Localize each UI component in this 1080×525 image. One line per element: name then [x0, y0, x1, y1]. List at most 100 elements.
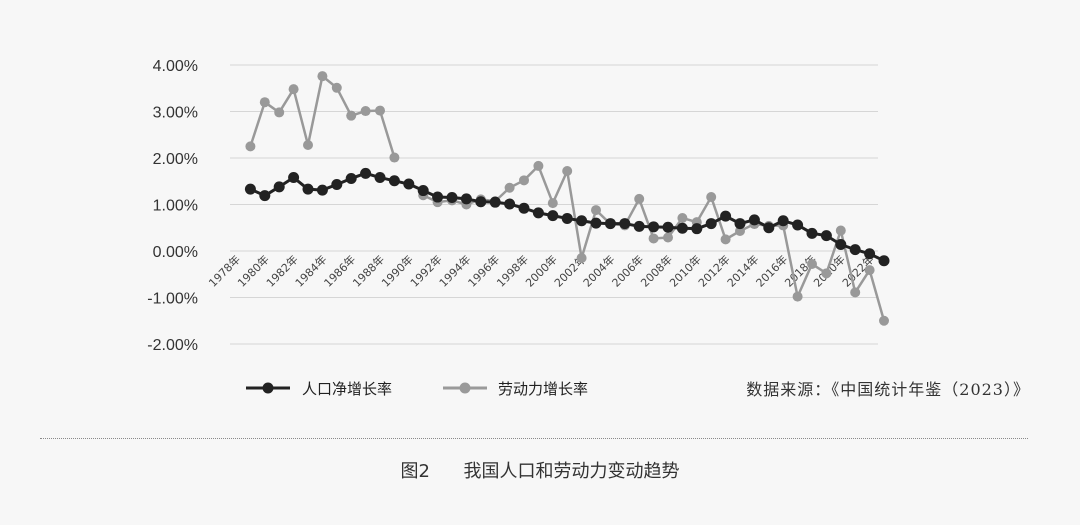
y-tick-label: 3.00%	[153, 105, 198, 122]
series-line	[249, 74, 396, 158]
data-point	[504, 198, 516, 210]
data-point	[792, 291, 803, 302]
data-point	[634, 193, 645, 204]
data-point	[691, 223, 703, 235]
data-point	[259, 97, 270, 108]
data-point	[432, 191, 444, 203]
data-point	[706, 192, 717, 203]
data-point	[460, 193, 472, 205]
data-point	[878, 255, 890, 267]
data-point	[489, 196, 501, 208]
data-point	[345, 172, 357, 184]
y-tick-label: -1.00%	[147, 291, 198, 308]
line-chart: 4.00% 3.00% 2.00% 1.00% 0.00% -1.00% -2.00% 19…	[147, 58, 1030, 399]
data-point	[302, 183, 314, 195]
data-point	[864, 248, 876, 260]
legend-label-population: 人口净增长率	[302, 380, 392, 398]
data-point	[518, 202, 530, 214]
data-point	[388, 175, 400, 187]
data-point	[835, 238, 847, 250]
y-tick-label: 1.00%	[153, 198, 198, 215]
data-point	[663, 232, 673, 243]
data-point	[676, 222, 688, 234]
legend-item-labor: 劳动力增长率	[443, 380, 588, 398]
data-point	[806, 227, 818, 239]
data-point	[288, 172, 300, 184]
data-point	[820, 230, 832, 242]
data-point	[590, 217, 602, 229]
data-point	[533, 160, 544, 171]
y-tick-label: 4.00%	[153, 58, 198, 75]
data-point	[375, 105, 385, 116]
data-point	[403, 178, 415, 190]
data-point	[288, 84, 299, 95]
chart-series	[244, 71, 890, 326]
data-point	[273, 181, 285, 193]
data-point	[259, 190, 271, 202]
data-point	[777, 215, 789, 227]
data-point	[331, 179, 343, 191]
y-tick-label: 2.00%	[153, 151, 198, 168]
data-point	[734, 218, 746, 230]
data-point	[389, 152, 400, 163]
data-point	[763, 222, 775, 234]
data-point	[360, 167, 372, 179]
data-point	[475, 196, 487, 208]
data-point	[317, 71, 328, 82]
data-point	[504, 182, 515, 193]
legend-marker-population	[262, 382, 274, 394]
data-point	[576, 252, 587, 263]
data-point	[705, 218, 717, 230]
data-point	[562, 166, 573, 177]
data-point	[331, 82, 342, 93]
data-point	[374, 172, 386, 184]
legend: 人口净增长率 劳动力增长率	[246, 380, 588, 398]
data-point	[591, 205, 601, 216]
data-point	[244, 183, 256, 195]
data-point	[662, 221, 674, 233]
data-point	[532, 207, 544, 219]
data-point	[633, 220, 645, 232]
data-point	[648, 233, 659, 244]
data-point	[346, 110, 357, 121]
legend-item-population: 人口净增长率	[246, 380, 392, 398]
data-point	[807, 259, 817, 270]
data-point	[316, 184, 328, 196]
series-population-growth	[244, 167, 890, 267]
x-axis-ticks: 1978年1980年1982年1984年1986年1988年1990年1992年…	[206, 252, 877, 289]
data-point	[720, 234, 731, 245]
legend-label-labor: 劳动力增长率	[498, 380, 588, 398]
data-point	[879, 315, 889, 326]
data-point	[748, 214, 760, 226]
y-axis-ticks: 4.00% 3.00% 2.00% 1.00% 0.00% -1.00% -2.00%	[147, 58, 198, 354]
data-point	[735, 226, 745, 237]
data-point	[648, 221, 660, 233]
figure-number: 图2	[400, 461, 430, 482]
figure-title: 我国人口和劳动力变动趋势	[463, 461, 680, 482]
data-point	[604, 218, 616, 230]
data-point	[619, 218, 631, 230]
data-point	[561, 212, 573, 224]
data-source-note: 数据来源：《中国统计年鉴（2023）》	[746, 380, 1030, 399]
data-point	[245, 141, 256, 152]
data-point	[850, 287, 861, 298]
data-point	[547, 210, 559, 222]
data-point	[821, 268, 832, 279]
data-point	[417, 185, 429, 197]
dotted-divider	[40, 438, 1028, 439]
legend-marker-labor	[459, 382, 471, 394]
data-point	[576, 215, 588, 227]
data-point	[835, 225, 846, 236]
data-point	[519, 175, 529, 186]
data-point	[274, 107, 285, 118]
data-point	[720, 210, 732, 222]
data-point	[792, 219, 804, 231]
data-point	[677, 212, 688, 223]
chart-grid	[230, 64, 878, 345]
figure-caption: 图2 我国人口和劳动力变动趋势	[0, 457, 1080, 483]
data-point	[547, 198, 558, 209]
data-point	[864, 265, 875, 276]
data-point	[303, 139, 313, 150]
y-tick-label: 0.00%	[153, 244, 198, 261]
data-point	[849, 244, 861, 256]
